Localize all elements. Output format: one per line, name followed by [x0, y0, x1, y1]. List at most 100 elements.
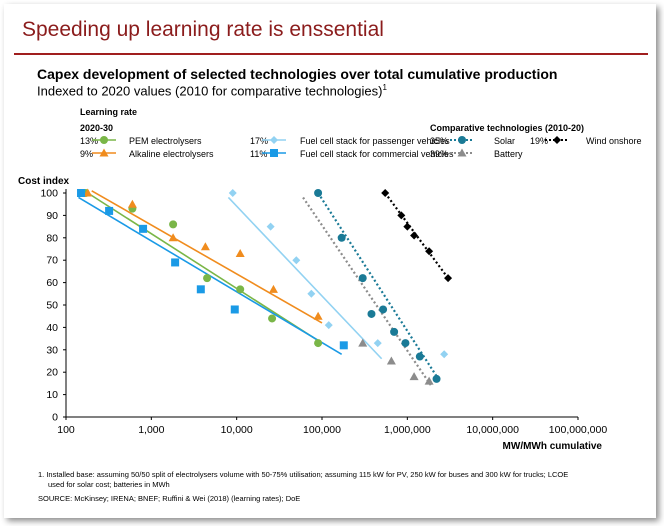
- y-tick-label: 40: [46, 322, 58, 334]
- legend-key-marker-fc_pass: [270, 136, 278, 144]
- y-tick-label: 20: [46, 367, 58, 379]
- legend-key-marker-solar: [458, 136, 466, 144]
- wind-point: [444, 274, 453, 283]
- legend-pem-rate: 13%: [80, 136, 99, 146]
- chart-title: Capex development of selected technologi…: [37, 66, 558, 82]
- x-tick-label: 1,000: [138, 424, 164, 436]
- y-tick-label: 10: [46, 389, 58, 401]
- alkaline-point: [127, 199, 137, 208]
- battery-point: [358, 338, 368, 347]
- solar-point: [401, 339, 410, 348]
- legend-wind-rate: 19%: [530, 136, 549, 146]
- legend-solar-label: Solar: [494, 136, 516, 146]
- wind-point: [403, 222, 412, 231]
- x-tick-label: 10,000: [221, 424, 253, 436]
- pem-point: [236, 285, 245, 294]
- fc_comm-point: [139, 224, 148, 233]
- fc_pass-point: [373, 339, 382, 348]
- y-tick-label: 0: [52, 412, 58, 424]
- legend-keys: [92, 136, 569, 157]
- pem-point: [203, 274, 212, 283]
- slide: Speeding up learning rate is enssential …: [4, 4, 656, 518]
- x-tick-label: 1,000,000: [384, 424, 431, 436]
- alkaline-point: [268, 284, 278, 293]
- y-tick-label: 30: [46, 344, 58, 356]
- solar-point: [358, 274, 367, 283]
- legend-alkaline-label: Alkaline electrolysers: [129, 149, 214, 159]
- legend-battery-label: Battery: [494, 149, 523, 159]
- footnote-line-1: 1. Installed base: assuming 50/50 split …: [38, 470, 569, 479]
- solar-trend-line: [317, 192, 441, 382]
- fc_comm-point: [105, 206, 114, 215]
- alkaline-point: [200, 242, 210, 251]
- y-tick-label: 90: [46, 210, 58, 222]
- legend-fc-comm-rate: 11%: [250, 149, 268, 159]
- header-divider: [14, 53, 648, 55]
- fc_comm-point: [171, 258, 180, 267]
- wind-point: [381, 189, 390, 197]
- chart-subtitle: Indexed to 2020 values (2010 for compara…: [37, 83, 387, 98]
- wind-point: [425, 247, 434, 256]
- alkaline-point: [83, 188, 93, 197]
- fc_comm-point: [77, 189, 86, 197]
- y-tick-label: 100: [40, 188, 58, 200]
- legend-comparative-heading: Comparative technologies (2010-20): [430, 123, 585, 133]
- legend-key-marker-alkaline: [99, 148, 109, 157]
- x-tick-label: 10,000,000: [466, 424, 519, 436]
- subtitle-text: Indexed to 2020 values (2010 for compara…: [37, 83, 383, 99]
- battery-trend-line: [302, 196, 433, 387]
- legend-fc-pass-rate: 17%: [250, 136, 269, 146]
- pem-point: [314, 339, 323, 348]
- legend-pem-label: PEM electrolysers: [129, 136, 202, 146]
- pem-point: [169, 220, 178, 229]
- legend-learning-rate-heading: Learning rate: [80, 107, 138, 117]
- x-tick-label: 100,000: [303, 424, 341, 436]
- legend-battery-rate: 39%: [430, 149, 449, 159]
- slide-header: Speeding up learning rate is enssential: [22, 18, 384, 41]
- solar-point: [415, 352, 424, 361]
- wind-point: [410, 231, 419, 240]
- solar-point: [314, 189, 323, 197]
- legend-fc-pass-label: Fuel cell stack for passenger vehicles: [300, 136, 450, 146]
- legend-fc-comm-label: Fuel cell stack for commercial vehicles: [300, 149, 454, 159]
- subtitle-footnote-mark: 1: [382, 83, 387, 92]
- legend-key-marker-pem: [100, 136, 108, 144]
- y-tick-label: 60: [46, 277, 58, 289]
- battery-point: [386, 356, 396, 365]
- fc_pass-point: [307, 289, 316, 298]
- battery-point: [409, 372, 419, 381]
- solar-point: [367, 309, 376, 318]
- chart-plot: Cost index MW/MWh cumulative 0 10 20 30 40 50…: [18, 176, 607, 452]
- pem-point: [268, 314, 277, 323]
- legend-key-marker-wind: [553, 136, 561, 144]
- fc_comm-point: [196, 285, 205, 294]
- fc_pass-point: [440, 350, 449, 359]
- x-axis-title: MW/MWh cumulative: [503, 441, 603, 452]
- fc_pass-point: [292, 256, 301, 265]
- legend-solar-rate: 35%: [430, 136, 449, 146]
- y-axis-title: Cost index: [18, 176, 70, 187]
- fc_pass-point: [324, 321, 333, 330]
- footnote-line-2: used for solar cost; batteries in MWh: [48, 480, 170, 489]
- alkaline-point: [235, 248, 245, 257]
- alkaline-point: [313, 311, 323, 320]
- legend-alkaline-rate: 9%: [80, 149, 94, 159]
- fc_comm-point: [230, 305, 239, 314]
- y-tick-label: 70: [46, 255, 58, 267]
- legend-wind-label: Wind onshore: [586, 136, 642, 146]
- solar-point: [432, 374, 441, 383]
- y-tick-label: 50: [46, 300, 58, 312]
- solar-point: [337, 233, 346, 242]
- fc_pass-trend-line: [227, 196, 383, 360]
- alkaline-point: [168, 233, 178, 242]
- solar-point: [390, 327, 399, 336]
- solar-point: [379, 305, 388, 314]
- legend-period-heading: 2020-30: [80, 123, 114, 133]
- legend-key-marker-fc_comm: [270, 149, 278, 157]
- source-note: SOURCE: McKinsey; IRENA; BNEF; Ruffini &…: [38, 494, 301, 503]
- fc_comm-point: [339, 341, 348, 350]
- fc_pass-point: [266, 222, 275, 231]
- pem-trend-line: [87, 192, 323, 344]
- fc_pass-point: [228, 189, 237, 197]
- wind-point: [397, 211, 406, 220]
